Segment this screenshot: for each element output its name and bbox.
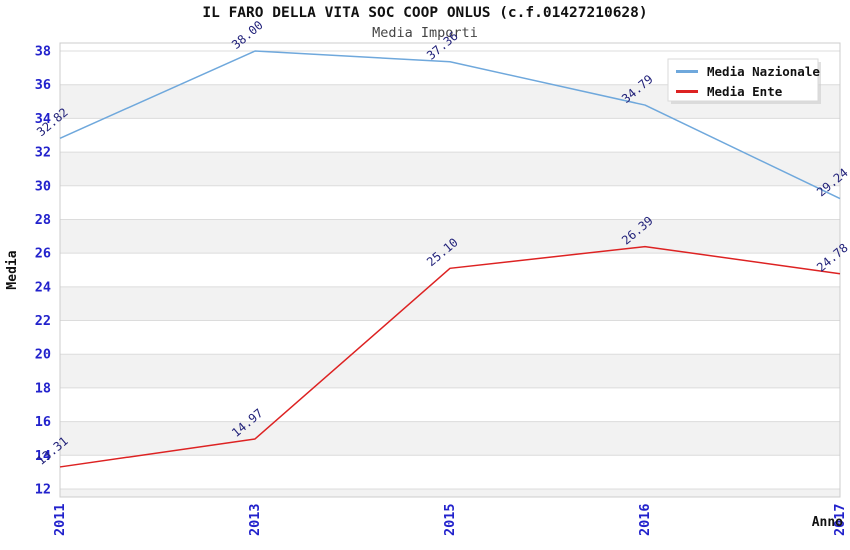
svg-text:2015: 2015 xyxy=(442,503,458,536)
svg-text:16: 16 xyxy=(35,414,51,430)
svg-text:30: 30 xyxy=(35,178,51,194)
legend: Media Nazionale Media Ente xyxy=(667,58,821,104)
svg-text:26: 26 xyxy=(35,246,51,262)
svg-text:38: 38 xyxy=(35,44,51,60)
svg-text:22: 22 xyxy=(35,313,51,329)
svg-text:2011: 2011 xyxy=(52,503,68,536)
series-line-media-ente xyxy=(59,245,841,468)
svg-text:36: 36 xyxy=(35,77,51,93)
svg-text:2017: 2017 xyxy=(832,503,848,536)
legend-label-media-nazionale: Media Nazionale xyxy=(707,64,820,79)
svg-text:2013: 2013 xyxy=(247,503,263,536)
series-line-media-nazionale xyxy=(59,50,841,200)
svg-text:32: 32 xyxy=(35,145,51,161)
svg-text:18: 18 xyxy=(35,380,51,396)
svg-text:20: 20 xyxy=(35,347,51,363)
svg-text:34: 34 xyxy=(35,111,51,127)
svg-text:24: 24 xyxy=(35,279,51,295)
y-axis-tick-labels: 38 36 34 32 30 28 26 24 22 20 18 16 14 12 xyxy=(35,44,51,498)
chart-title: IL FARO DELLA VITA SOC COOP ONLUS (c.f.0… xyxy=(202,5,648,21)
x-axis-tick-labels: 2011 2013 2015 2016 2017 xyxy=(52,503,848,536)
svg-text:2016: 2016 xyxy=(637,503,653,536)
chart-subtitle: Media Importi xyxy=(372,25,478,41)
legend-label-media-ente: Media Ente xyxy=(707,84,783,99)
x-axis-title: Anno xyxy=(812,515,843,530)
svg-text:14: 14 xyxy=(35,448,51,464)
svg-text:28: 28 xyxy=(35,212,51,228)
svg-text:12: 12 xyxy=(35,482,51,498)
plot-border xyxy=(59,42,841,498)
y-axis-title: Media xyxy=(5,250,20,289)
background-bands xyxy=(60,43,840,497)
